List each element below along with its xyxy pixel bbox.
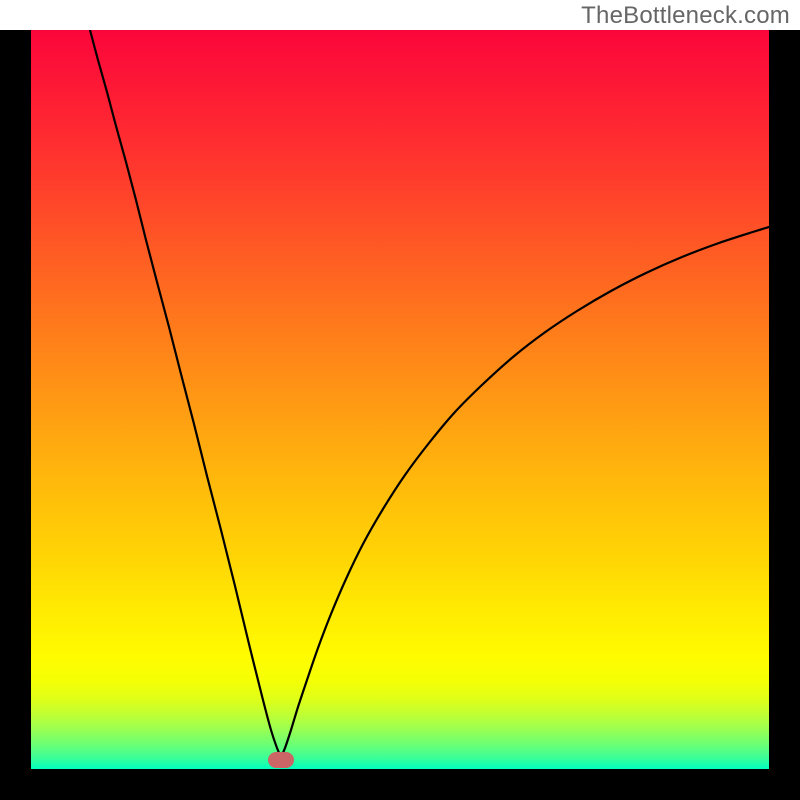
chart-outer-border	[0, 30, 800, 800]
chart-frame: TheBottleneck.com	[0, 0, 800, 800]
plot-area	[31, 30, 769, 769]
attribution-label: TheBottleneck.com	[581, 2, 790, 30]
curve-path	[90, 30, 769, 757]
optimum-marker	[268, 752, 294, 768]
bottleneck-curve	[31, 30, 769, 769]
